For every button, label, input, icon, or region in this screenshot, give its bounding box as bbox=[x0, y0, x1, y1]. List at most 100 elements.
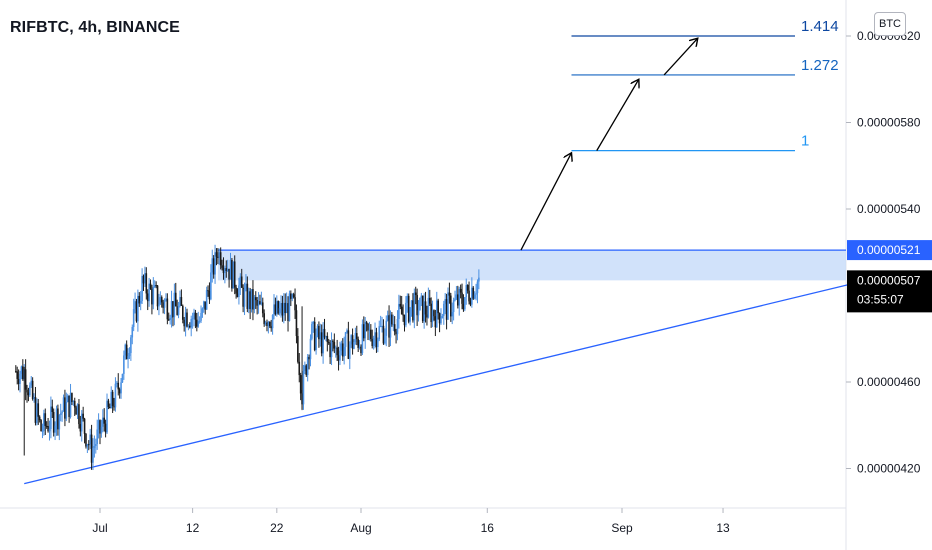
candle bbox=[16, 371, 19, 379]
candle bbox=[294, 297, 296, 311]
candle bbox=[165, 298, 167, 301]
candle bbox=[218, 252, 221, 258]
candle bbox=[367, 323, 369, 331]
candle bbox=[152, 287, 155, 305]
last-price-text: 0.00000507 bbox=[857, 273, 921, 287]
candle bbox=[406, 295, 409, 303]
candle bbox=[200, 312, 202, 321]
candle bbox=[311, 323, 313, 339]
candle bbox=[253, 297, 256, 310]
candle bbox=[379, 325, 382, 327]
candle bbox=[43, 413, 45, 431]
candle bbox=[329, 343, 331, 358]
candle bbox=[239, 276, 242, 286]
candle bbox=[40, 420, 42, 432]
candle bbox=[45, 425, 48, 427]
candle bbox=[180, 297, 183, 306]
candle bbox=[214, 252, 216, 275]
candle bbox=[322, 328, 324, 354]
candle bbox=[159, 297, 162, 305]
candle bbox=[252, 289, 254, 310]
candle bbox=[274, 304, 277, 315]
candle bbox=[410, 300, 413, 308]
candle bbox=[451, 312, 454, 317]
candle bbox=[343, 346, 345, 357]
candle bbox=[278, 308, 281, 314]
price-tick-label: 0.00000540 bbox=[857, 202, 921, 216]
time-tick-label: 12 bbox=[186, 521, 200, 535]
candle bbox=[330, 340, 333, 358]
candle bbox=[339, 350, 341, 361]
candle bbox=[316, 325, 319, 336]
candle bbox=[193, 312, 195, 319]
candle bbox=[261, 302, 264, 314]
candle bbox=[117, 382, 120, 390]
resistance-price-tag[interactable] bbox=[847, 240, 932, 261]
candle bbox=[196, 319, 198, 327]
candle bbox=[124, 344, 127, 356]
candle bbox=[156, 285, 159, 307]
candle bbox=[121, 373, 124, 383]
candle bbox=[403, 314, 406, 326]
candle bbox=[132, 309, 135, 327]
candle bbox=[68, 395, 70, 418]
candle bbox=[229, 260, 232, 280]
candle bbox=[153, 285, 156, 288]
candle bbox=[120, 382, 122, 394]
candle bbox=[468, 290, 470, 302]
candle bbox=[94, 444, 97, 446]
candle bbox=[365, 322, 368, 324]
candle bbox=[302, 370, 305, 405]
candle bbox=[313, 321, 316, 351]
candle bbox=[353, 342, 355, 349]
candle bbox=[17, 378, 20, 384]
candle bbox=[260, 302, 263, 305]
last-price-tag[interactable] bbox=[847, 270, 932, 313]
candle bbox=[187, 325, 190, 327]
candle bbox=[99, 420, 101, 434]
candle bbox=[231, 260, 233, 289]
candle bbox=[222, 267, 225, 274]
candle bbox=[36, 403, 38, 423]
candle bbox=[130, 337, 132, 354]
candle bbox=[111, 391, 114, 406]
candle bbox=[73, 400, 76, 408]
candle bbox=[204, 301, 207, 310]
candle bbox=[256, 300, 258, 306]
candle bbox=[391, 314, 393, 325]
candle bbox=[158, 304, 160, 307]
candle bbox=[27, 392, 30, 396]
candle bbox=[388, 315, 390, 338]
candle bbox=[233, 261, 236, 288]
candle bbox=[433, 310, 435, 317]
ascending-trendline bbox=[24, 279, 867, 485]
candle bbox=[469, 301, 472, 305]
candle bbox=[357, 339, 359, 348]
currency-badge[interactable]: BTC bbox=[874, 12, 906, 36]
candle bbox=[291, 294, 294, 299]
candle bbox=[102, 417, 104, 427]
candle bbox=[377, 339, 379, 348]
candle bbox=[398, 303, 400, 319]
candle bbox=[87, 444, 90, 446]
projection-arrow bbox=[596, 79, 639, 151]
candle bbox=[348, 344, 351, 359]
candle bbox=[434, 316, 437, 328]
candle bbox=[250, 289, 253, 310]
candle bbox=[203, 301, 205, 309]
candle bbox=[400, 306, 403, 315]
candle bbox=[295, 310, 298, 337]
projection-arrow bbox=[663, 38, 698, 76]
candle bbox=[399, 303, 402, 307]
candle bbox=[462, 303, 465, 310]
fib-label-1.414: 1.414 bbox=[801, 18, 839, 35]
candle bbox=[326, 335, 329, 343]
candle bbox=[284, 302, 287, 314]
candle bbox=[249, 291, 251, 310]
candle bbox=[146, 293, 149, 302]
candle bbox=[288, 293, 291, 321]
candle bbox=[419, 297, 421, 311]
candle bbox=[435, 300, 438, 328]
candle bbox=[114, 383, 117, 408]
